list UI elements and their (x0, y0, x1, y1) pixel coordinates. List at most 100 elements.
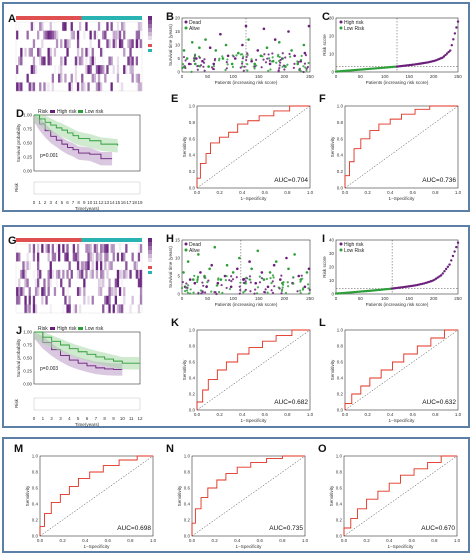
x-tick-label: 0.8 (279, 538, 286, 543)
heat-cell (93, 244, 96, 253)
heat-cell (123, 22, 126, 31)
x-tick-label: 200 (281, 74, 289, 79)
x-tick-label: 0.4 (387, 412, 394, 417)
scatter-point-dead (229, 285, 233, 289)
x-tick-label: 0.6 (262, 412, 269, 417)
scatter-point-fill (245, 276, 248, 279)
scatter-point-fill (196, 278, 199, 281)
heat-cell (28, 261, 31, 271)
heat-cell (47, 56, 50, 66)
x-tick-label: 17 (126, 200, 132, 205)
heat-cell (129, 56, 132, 66)
y-tick-label: 0.4 (336, 502, 343, 507)
heat-cell (100, 82, 103, 92)
x-tick-label: 0.4 (239, 190, 246, 195)
x-tick-label: 18 (132, 200, 138, 205)
scatter-point-fill (284, 291, 288, 295)
scatter-point-fill (269, 68, 272, 71)
axes-frame (181, 239, 311, 295)
heat-cell (97, 278, 101, 288)
scatter-point-fill (242, 291, 245, 294)
scatter-point-fill (299, 289, 302, 292)
scatter-point-fill (225, 274, 228, 278)
scatter-point-dead (266, 285, 270, 289)
x-tick-label: 11 (93, 200, 98, 205)
heat-cell (54, 22, 56, 31)
legend-label-low: Low Risk (344, 248, 365, 254)
heat-cell (64, 252, 67, 262)
scatter-point-dead (212, 62, 216, 66)
heat-cell (110, 261, 113, 271)
heat-cell (89, 252, 92, 262)
risk-point-high (441, 272, 444, 275)
y-tick-label: 0.50 (23, 356, 32, 361)
y-axis-label: Sensitivity (182, 359, 187, 380)
x-tick-label: 2 (50, 416, 53, 421)
scatter-point-fill (266, 291, 269, 294)
heat-cell (118, 39, 122, 49)
annotation-bar-high (16, 238, 82, 242)
x-tick-label: 0.6 (105, 538, 112, 543)
heat-cell (70, 73, 73, 83)
heat-cell (32, 39, 36, 49)
scatter-point-fill (255, 292, 259, 295)
x-tick-label: 13 (104, 200, 110, 205)
heat-cell (66, 47, 69, 57)
x-tick-label: 0.2 (216, 190, 223, 195)
heat-cell (85, 22, 88, 31)
risk-point-high (438, 275, 441, 278)
scatter-point-fill (300, 274, 303, 277)
heat-cell (41, 244, 44, 253)
scatter-point-fill (193, 58, 196, 62)
y-tick-label: 0.75 (23, 343, 32, 348)
heat-cell (116, 269, 120, 279)
heat-cell (60, 65, 63, 74)
scatter-point-fill (279, 61, 282, 64)
y-tick-label: 0.8 (337, 344, 344, 349)
km-panel-J: J Risk High risk Low risk p=0.003 0.00 0.25 0.5… (14, 325, 143, 427)
scatter-point-fill (299, 58, 303, 62)
scatter-point-fill (281, 283, 285, 286)
heat-cell (37, 30, 40, 40)
risk-point-high (444, 53, 447, 57)
heat-cell (91, 252, 94, 262)
legend-dot-high (339, 20, 343, 24)
heat-cell (110, 244, 113, 253)
auc-label: AUC=0.632 (422, 399, 456, 406)
y-tick-label: 10 (329, 52, 335, 57)
heat-cell (58, 244, 61, 253)
y-tick-label: 0.6 (184, 486, 191, 491)
scatter-point-fill (210, 66, 214, 69)
scatter-point-fill (246, 52, 249, 55)
axes-frame (39, 455, 154, 537)
auc-label: AUC=0.736 (422, 177, 456, 184)
x-tick-label: 1.0 (307, 190, 314, 195)
scatter-point-fill (197, 291, 200, 295)
heat-cell (28, 244, 31, 253)
heat-cell (43, 287, 46, 296)
x-axis-label: 1−Specificity (236, 544, 263, 549)
x-tick-label: 3 (49, 200, 52, 205)
panel-label-M: M (14, 443, 23, 455)
y-tick-label: 0.2 (337, 392, 344, 397)
x-tick-label: 0.0 (194, 412, 201, 417)
scatter-point-dead (250, 59, 253, 63)
heat-cell (137, 39, 141, 49)
heat-cell (81, 269, 84, 279)
heat-cell (121, 278, 124, 288)
scatter-point-fill (213, 57, 217, 61)
legend-label-low: Low risk (85, 326, 104, 332)
y-tick-label: 1.0 (189, 104, 196, 109)
x-tick-label: 9 (112, 416, 115, 421)
heat-cell (87, 261, 90, 271)
scatter-point-fill (269, 276, 272, 280)
heatmap-border (15, 21, 143, 92)
y-tick-label: 20 (329, 265, 335, 270)
heat-cell (125, 65, 128, 74)
x-tick-label: 10 (87, 200, 93, 205)
heat-cell (125, 244, 128, 253)
scatter-point-fill (185, 282, 188, 285)
scatter-point-fill (253, 65, 256, 68)
roc-panel-K: K AUC=0.682 0.00.0 0.2 0.2 0.4 0.4 0.6 0.6 0.8 0.8… (171, 317, 314, 423)
scatter-point-alive (186, 260, 190, 263)
